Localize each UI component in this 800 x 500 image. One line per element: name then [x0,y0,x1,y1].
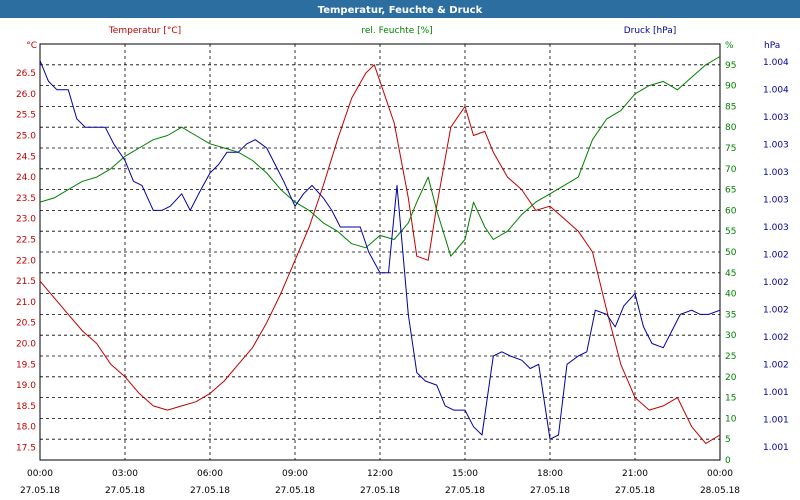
temp-tick-label: 17.5 [16,444,36,454]
press-tick-label: 1.001 [763,443,789,453]
temp-tick-label: 26.0 [16,90,36,100]
press-tick-label: 1.002 [763,333,789,343]
x-tick-date: 27.05.18 [20,486,60,496]
hum-tick-label: 20 [725,373,737,383]
temp-tick-label: 18.5 [16,402,36,412]
x-tick-time: 06:00 [197,469,223,479]
chart-title: Temperatur, Feuchte & Druck [318,5,483,16]
press-tick-label: 1.004 [763,58,789,68]
series-lines [39,56,721,444]
temp-tick-label: 23.5 [16,194,36,204]
x-tick-time: 15:00 [452,469,478,479]
press-tick-label: 1.002 [763,278,789,288]
hum-unit-label: % [725,41,734,51]
temp-tick-label: 22.5 [16,236,36,246]
series-line-press [39,60,721,440]
press-tick-label: 1.003 [763,196,789,206]
temp-tick-label: 23.0 [16,215,36,225]
x-tick-time: 03:00 [112,469,138,479]
press-tick-label: 1.002 [763,361,789,371]
hum-tick-label: 25 [725,352,736,362]
hum-tick-label: 15 [725,394,736,404]
temp-tick-label: 26.5 [16,69,36,79]
x-tick-time: 12:00 [367,469,393,479]
press-tick-label: 1.001 [763,416,789,426]
x-tick-date: 27.05.18 [445,486,485,496]
hum-tick-label: 40 [725,290,737,300]
x-tick-time: 00:00 [27,469,53,479]
x-tick-date: 27.05.18 [275,486,315,496]
hum-axis-title: rel. Feuchte [%] [361,26,432,36]
temp-tick-label: 24.5 [16,152,36,162]
x-tick-date: 27.05.18 [360,486,400,496]
x-tick-date: 27.05.18 [530,486,570,496]
hum-tick-label: 10 [725,414,737,424]
press-axis-title: Druck [hPa] [624,26,677,36]
temp-tick-label: 20.0 [16,340,36,350]
press-tick-label: 1.002 [763,306,789,316]
x-tick-date: 28.05.18 [700,486,740,496]
x-tick-time: 21:00 [622,469,648,479]
hum-tick-label: 30 [725,331,737,341]
temp-axis-title: Temperatur [°C] [108,26,181,36]
hum-tick-label: 35 [725,310,736,320]
x-tick-time: 09:00 [282,469,308,479]
hum-tick-label: 65 [725,186,736,196]
x-tick-date: 27.05.18 [105,486,145,496]
series-line-hum [39,56,721,257]
hum-tick-label: 75 [725,144,736,154]
series-line-temp [39,64,721,444]
hum-tick-label: 90 [725,82,737,92]
press-tick-label: 1.003 [763,113,789,123]
temp-tick-label: 19.5 [16,360,36,370]
temp-tick-label: 18.0 [16,423,36,433]
x-tick-date: 27.05.18 [615,486,655,496]
press-tick-label: 1.002 [763,251,789,261]
hum-tick-label: 70 [725,165,737,175]
press-tick-label: 1.003 [763,168,789,178]
hum-tick-label: 80 [725,123,737,133]
temp-tick-label: 24.0 [16,173,36,183]
press-unit-label: hPa [764,41,780,51]
hum-tick-label: 85 [725,102,736,112]
temp-tick-label: 22.0 [16,256,36,266]
temp-tick-label: 21.5 [16,277,36,287]
hum-tick-label: 60 [725,206,737,216]
press-tick-label: 1.001 [763,388,789,398]
hum-tick-label: 95 [725,61,736,71]
temp-tick-label: 19.0 [16,381,36,391]
x-tick-date: 27.05.18 [190,486,230,496]
x-tick-time: 18:00 [537,469,563,479]
temp-tick-label: 25.0 [16,132,36,142]
temp-unit-label: °C [26,41,37,51]
press-tick-label: 1.003 [763,141,789,151]
grid [40,44,720,460]
press-tick-label: 1.004 [763,86,789,96]
hum-tick-label: 45 [725,269,736,279]
temp-tick-label: 20.5 [16,319,36,329]
hum-tick-label: 5 [725,435,731,445]
hum-tick-label: 0 [725,456,731,466]
hum-tick-label: 50 [725,248,737,258]
press-tick-label: 1.003 [763,223,789,233]
temp-tick-label: 25.5 [16,111,36,121]
hum-tick-label: 55 [725,227,736,237]
temp-tick-label: 21.0 [16,298,36,308]
axis-tick-labels: 00:00 27.05.18 03:00 27.05.18 06:00 27.05.18 0… [16,58,789,496]
x-tick-time: 00:00 [707,469,733,479]
title-bar [0,0,800,18]
